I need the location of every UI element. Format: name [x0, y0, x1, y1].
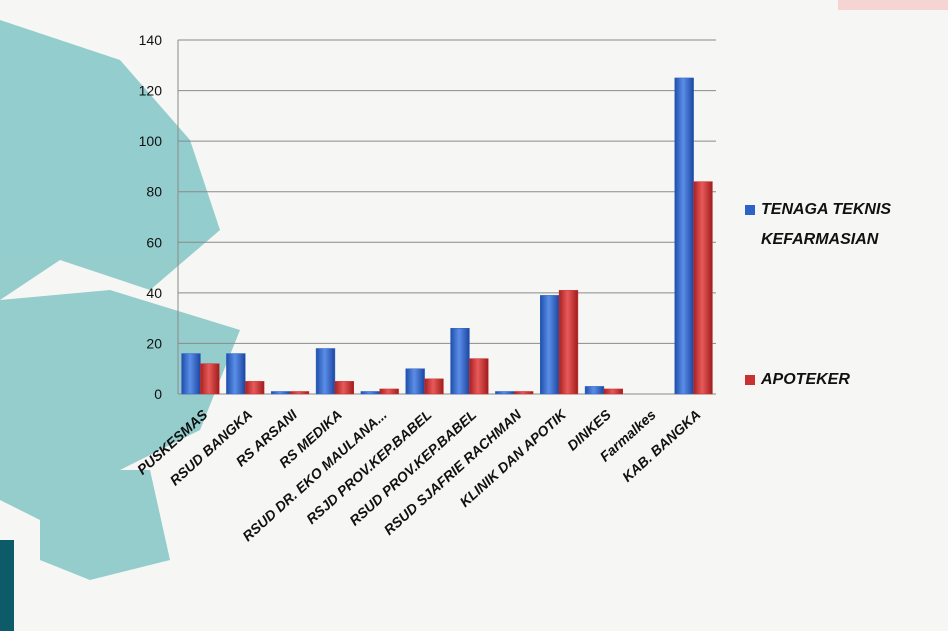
legend-label: TENAGA TEKNIS KEFARMASIAN — [761, 201, 892, 248]
legend-entry: APOTEKER — [745, 365, 935, 395]
bar — [181, 353, 201, 395]
bar — [424, 378, 444, 395]
bar — [558, 290, 579, 395]
y-tick-label: 40 — [146, 285, 162, 301]
bar — [495, 391, 515, 395]
legend-swatch — [745, 205, 755, 215]
y-tick-label: 60 — [146, 234, 162, 250]
bar — [271, 391, 291, 395]
bar — [405, 368, 425, 395]
bar — [334, 381, 354, 395]
y-tick-label: 100 — [139, 133, 163, 149]
bar — [200, 363, 220, 395]
bar — [245, 381, 265, 395]
bar — [693, 181, 713, 395]
bar — [360, 391, 381, 395]
x-tick-label: KAB. BANGKA — [619, 406, 704, 485]
bar — [226, 353, 246, 395]
bar — [514, 391, 534, 395]
bar — [315, 348, 336, 395]
bar — [450, 328, 470, 395]
y-tick-label: 120 — [139, 83, 163, 99]
decor-top — [838, 0, 948, 10]
bar — [540, 295, 560, 395]
legend-label: APOTEKER — [761, 371, 850, 388]
background-decor — [0, 20, 240, 580]
y-tick-label: 80 — [146, 184, 162, 200]
y-tick-label: 0 — [154, 386, 162, 402]
bar — [584, 386, 605, 395]
y-tick-label: 20 — [146, 335, 162, 351]
bar — [289, 391, 310, 395]
bar — [469, 358, 489, 395]
decor-bar — [0, 540, 14, 631]
bar — [379, 388, 399, 395]
bar — [603, 388, 623, 395]
bar — [674, 77, 694, 395]
legend-swatch — [745, 375, 755, 385]
legend-entry: TENAGA TEKNIS KEFARMASIAN — [745, 195, 935, 255]
y-tick-label: 140 — [139, 32, 163, 48]
